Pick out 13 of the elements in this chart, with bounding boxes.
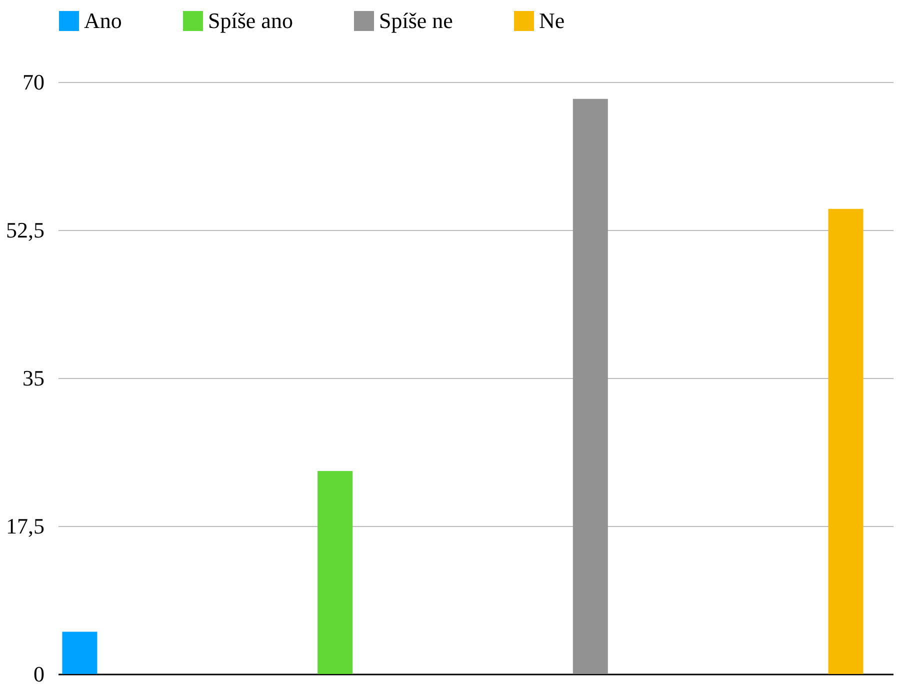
legend-label: Spíše ano [208,8,293,33]
legend-label: Spíše ne [379,8,453,33]
bar [828,208,864,674]
legend-label: Ne [539,8,565,33]
bar [572,98,608,674]
y-tick-label: 17,5 [6,514,44,538]
y-tick-label: 0 [34,662,44,686]
bar [62,632,98,674]
y-tick-label: 35 [22,366,44,390]
y-tick-label: 52,5 [6,218,44,242]
legend-label: Ano [84,8,122,33]
y-tick-label: 70 [22,70,44,94]
bar [318,471,353,674]
